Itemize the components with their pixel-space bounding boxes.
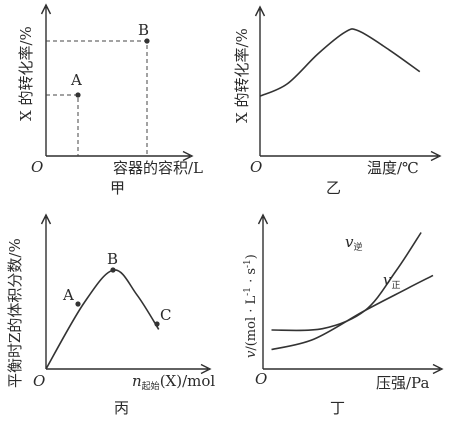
panel-jia: A B O 容器的容积/L X 的转化率/% 甲: [17, 3, 203, 197]
jia-x-axis-label: 容器的容积/L: [113, 159, 203, 177]
jia-origin-label: O: [31, 158, 43, 176]
jia-guide-a: [46, 94, 79, 156]
ding-origin-label: O: [255, 370, 267, 388]
yi-x-axis: [260, 150, 442, 162]
jia-point-a-label: A: [70, 71, 82, 89]
bing-point-b: [110, 267, 116, 273]
jia-y-axis-label: X 的转化率/%: [17, 26, 35, 121]
yi-caption: 乙: [326, 179, 341, 197]
bing-y-axis: [40, 213, 52, 369]
bing-point-c: [154, 321, 160, 327]
bing-origin-label: O: [33, 372, 45, 390]
panel-ding: v逆 v正 O 压强/Pa v/(mol · L-1 · s-1) 丁: [243, 213, 444, 417]
yi-x-axis-label: 温度/℃: [367, 159, 419, 177]
bing-x-axis-label: n起始(X)/mol: [132, 372, 215, 392]
ding-series-label-reverse: v逆: [345, 233, 363, 253]
yi-y-axis: [254, 5, 266, 156]
ding-y-axis-label: v/(mol · L-1 · s-1): [243, 254, 259, 358]
bing-point-a: [75, 301, 81, 307]
jia-point-b-label: B: [138, 21, 149, 39]
bing-caption: 丙: [114, 399, 129, 417]
jia-guide-b: [46, 40, 148, 156]
bing-series-line: [45, 269, 160, 370]
panel-yi: O 温度/℃ X 的转化率/% 乙: [233, 5, 442, 197]
jia-point-a: [75, 92, 81, 98]
jia-caption: 甲: [110, 179, 125, 197]
yi-y-axis-label: X 的转化率/%: [233, 28, 251, 123]
bing-point-c-label: C: [160, 306, 171, 324]
ding-caption: 丁: [330, 399, 345, 417]
jia-y-axis: [40, 3, 52, 156]
bing-point-b-label: B: [107, 250, 118, 268]
jia-point-b: [144, 38, 150, 44]
yi-origin-label: O: [250, 158, 262, 176]
panel-bing: A B C O n起始(X)/mol 平衡时Z的体积分数/% 丙: [6, 213, 215, 417]
ding-series-label-forward: v正: [383, 271, 401, 291]
ding-x-axis: [263, 363, 444, 375]
bing-point-a-label: A: [62, 286, 74, 304]
ding-x-axis-label: 压强/Pa: [376, 374, 429, 392]
jia-x-axis: [46, 150, 194, 162]
bing-y-axis-label: 平衡时Z的体积分数/%: [6, 238, 24, 388]
yi-series-line: [259, 28, 421, 97]
ding-y-axis: [257, 213, 269, 369]
ding-series-line-forward: [271, 274, 434, 351]
bing-x-axis: [46, 363, 212, 375]
